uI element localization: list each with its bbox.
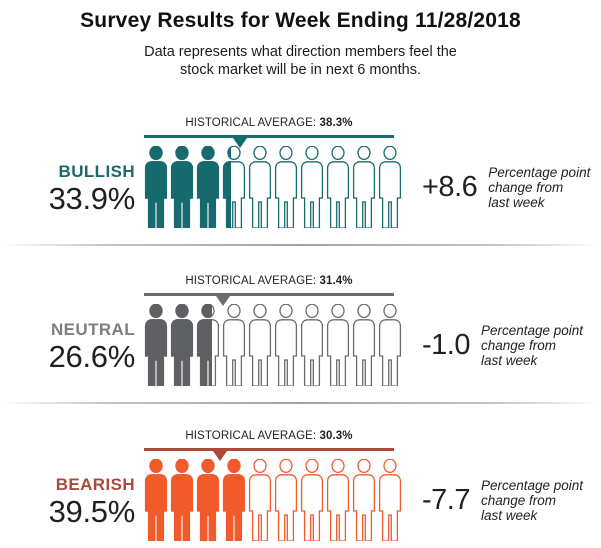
bullish-label-column: BULLISH 33.9% (0, 117, 138, 235)
neutral-label-column: NEUTRAL 26.6% (0, 275, 138, 393)
person-icon (300, 459, 324, 541)
bullish-icon-column: HISTORICAL AVERAGE: 38.3% (144, 117, 406, 235)
category-percentage: 33.9% (48, 180, 136, 216)
person-icon (222, 304, 246, 386)
category-label: BULLISH (58, 161, 135, 181)
page-subtitle: Data represents what direction members f… (0, 43, 601, 80)
person-icon (248, 146, 272, 228)
person-icon (170, 146, 194, 228)
person-icon (144, 146, 168, 228)
person-icon (326, 146, 350, 228)
person-icon (352, 146, 376, 228)
person-icon (326, 304, 350, 386)
historical-average-value: 30.3% (319, 429, 353, 442)
person-icon (326, 459, 350, 541)
survey-infographic: Survey Results for Week Ending 11/28/201… (0, 0, 601, 529)
person-icon (170, 459, 194, 541)
change-description: Percentage point change from last week (488, 164, 591, 211)
person-icon (378, 459, 402, 541)
person-icons (144, 459, 406, 541)
person-icon (274, 459, 298, 541)
change-value: -1.0 (422, 329, 470, 362)
sentiment-row-bullish: BULLISH 33.9% HISTORICAL AVERAGE: 38.3% … (0, 117, 601, 235)
historical-average-label: HISTORICAL AVERAGE: (185, 274, 317, 287)
page-title: Survey Results for Week Ending 11/28/201… (80, 9, 521, 32)
person-icon (352, 459, 376, 541)
section-divider (0, 401, 601, 404)
person-icon (144, 459, 168, 541)
subtitle-line-1: Data represents what direction members f… (144, 44, 457, 60)
subtitle-line-2: stock market will be in next 6 months. (180, 62, 421, 79)
person-icon (196, 304, 220, 386)
person-icon (248, 459, 272, 541)
category-label: BEARISH (55, 474, 135, 494)
change-description: Percentage point change from last week (480, 477, 584, 524)
person-icon (300, 304, 324, 386)
person-icon (170, 304, 194, 386)
bearish-label-column: BEARISH 39.5% (0, 430, 138, 548)
historical-average-text: HISTORICAL AVERAGE: 30.3% (144, 430, 394, 444)
header: Survey Results for Week Ending 11/28/201… (0, 0, 601, 80)
person-icon (274, 304, 298, 386)
person-icon (300, 146, 324, 228)
historical-average-marker-icon (232, 137, 247, 148)
neutral-change-column: -1.0 Percentage point change from last w… (406, 275, 601, 393)
bearish-icon-column: HISTORICAL AVERAGE: 30.3% (144, 430, 406, 548)
historical-average-line (144, 447, 394, 461)
person-icon (378, 146, 402, 228)
sentiment-row-neutral: NEUTRAL 26.6% HISTORICAL AVERAGE: 31.4% … (0, 275, 601, 393)
bullish-change-column: +8.6 Percentage point change from last w… (406, 117, 601, 235)
historical-average-label: HISTORICAL AVERAGE: (185, 116, 317, 129)
category-percentage: 39.5% (48, 493, 136, 529)
person-icon (144, 304, 168, 386)
historical-average-line (144, 134, 394, 148)
person-icons (144, 304, 406, 386)
historical-average-text: HISTORICAL AVERAGE: 31.4% (144, 275, 394, 289)
section-divider (0, 243, 601, 246)
person-icon (196, 146, 220, 228)
bearish-change-column: -7.7 Percentage point change from last w… (406, 430, 601, 548)
change-value: -7.7 (422, 484, 470, 517)
person-icon (248, 304, 272, 386)
historical-average-label: HISTORICAL AVERAGE: (185, 429, 317, 442)
neutral-icon-column: HISTORICAL AVERAGE: 31.4% (144, 275, 406, 393)
sentiment-row-bearish: BEARISH 39.5% HISTORICAL AVERAGE: 30.3% … (0, 430, 601, 548)
change-description: Percentage point change from last week (480, 322, 584, 369)
historical-average-marker-icon (215, 295, 230, 306)
person-icon (274, 146, 298, 228)
historical-average-marker-icon (212, 450, 227, 461)
person-icon (352, 304, 376, 386)
person-icons (144, 146, 406, 228)
change-value: +8.6 (422, 171, 478, 204)
category-percentage: 26.6% (48, 338, 136, 374)
person-icon (196, 459, 220, 541)
historical-average-value: 38.3% (319, 116, 353, 129)
historical-average-value: 31.4% (319, 274, 353, 287)
person-icon (378, 304, 402, 386)
historical-average-text: HISTORICAL AVERAGE: 38.3% (144, 117, 394, 131)
category-label: NEUTRAL (50, 319, 135, 339)
historical-average-line (144, 292, 394, 306)
person-icon (222, 459, 246, 541)
person-icon (222, 146, 246, 228)
